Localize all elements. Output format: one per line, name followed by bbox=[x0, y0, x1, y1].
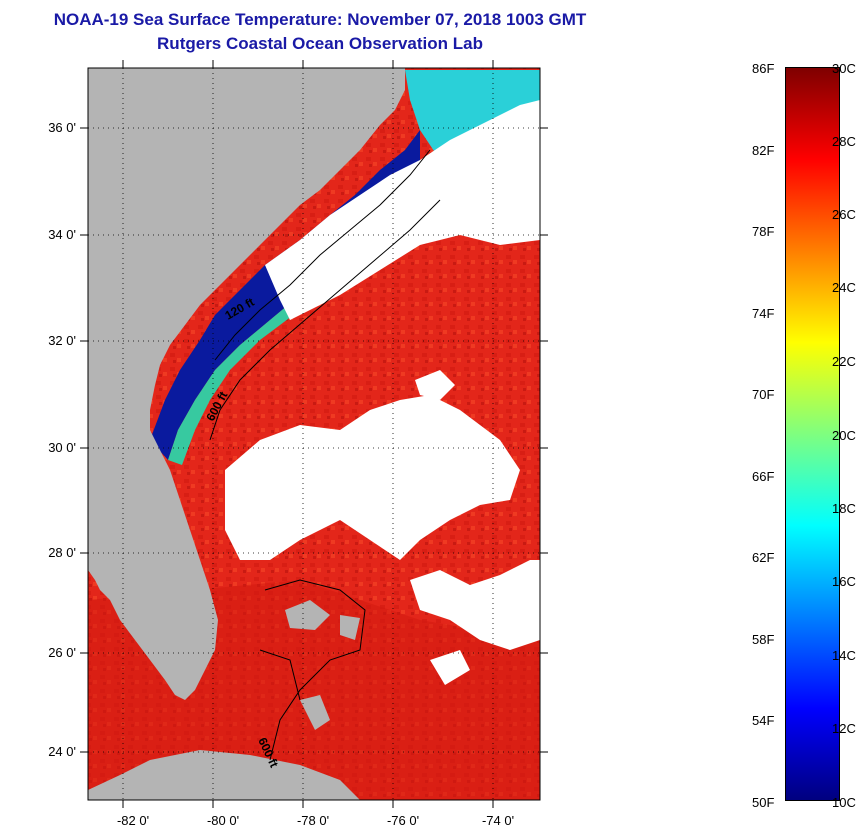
map-subtitle: Rutgers Coastal Ocean Observation Lab bbox=[157, 34, 483, 53]
land-bahamas-3 bbox=[300, 695, 330, 730]
colorbar-f-label: 58F bbox=[752, 632, 775, 647]
colorbar-f-label: 66F bbox=[752, 469, 775, 484]
map-frame bbox=[87, 67, 541, 801]
colorbar-f-label: 62F bbox=[752, 550, 775, 565]
land-cuba bbox=[88, 750, 360, 800]
colorbar-c-label: 14C bbox=[832, 648, 856, 663]
colorbar-c-label: 22C bbox=[832, 354, 856, 369]
colorbar-c-label: 20C bbox=[832, 428, 856, 443]
land-bahamas-2 bbox=[340, 615, 360, 640]
lon-tick-label: -74 0' bbox=[482, 813, 514, 828]
colorbar-c-label: 24C bbox=[832, 280, 856, 295]
lon-tick-label: -82 0' bbox=[117, 813, 149, 828]
longitude-axis: -82 0' -80 0' -78 0' -76 0' -74 0' bbox=[117, 60, 514, 828]
colorbar-f-label: 82F bbox=[752, 143, 775, 158]
cloud-small-1 bbox=[415, 370, 455, 400]
colorbar-c-label: 16C bbox=[832, 574, 856, 589]
cloud-east bbox=[410, 560, 540, 650]
cloud-north bbox=[265, 100, 540, 320]
colorbar-f-label: 70F bbox=[752, 387, 775, 402]
lat-tick-label: 36 0' bbox=[48, 120, 76, 135]
contour-120ft bbox=[214, 149, 431, 361]
cool-water-north bbox=[405, 70, 540, 160]
cloud-center bbox=[225, 395, 520, 560]
lat-tick-label: 24 0' bbox=[48, 744, 76, 759]
lat-tick-label: 26 0' bbox=[48, 645, 76, 660]
lat-tick-label: 28 0' bbox=[48, 545, 76, 560]
colorbar-c-label: 10C bbox=[832, 795, 856, 810]
lat-tick-label: 30 0' bbox=[48, 440, 76, 455]
cloud-small-2 bbox=[430, 650, 470, 685]
graticule bbox=[88, 68, 540, 800]
colorbar-c-label: 12C bbox=[832, 721, 856, 736]
colorbar-c-label: 26C bbox=[832, 207, 856, 222]
contour-bahamas bbox=[259, 579, 366, 761]
colorbar-f-label: 54F bbox=[752, 713, 775, 728]
latitude-axis: 36 0' 34 0' 32 0' 30 0' 28 0' 26 0' 24 0… bbox=[48, 120, 548, 759]
lat-tick-label: 32 0' bbox=[48, 333, 76, 348]
map-title: NOAA-19 Sea Surface Temperature: Novembe… bbox=[53, 10, 587, 29]
colorbar-c-label: 18C bbox=[832, 501, 856, 516]
land-bahamas-1 bbox=[285, 600, 330, 630]
lon-tick-label: -78 0' bbox=[297, 813, 329, 828]
lat-tick-label: 34 0' bbox=[48, 227, 76, 242]
colorbar-f-label: 74F bbox=[752, 306, 775, 321]
map-plot-area bbox=[88, 68, 540, 800]
colorbar-c-label: 28C bbox=[832, 134, 856, 149]
contour-600ft bbox=[209, 199, 441, 441]
colorbar-f-label: 50F bbox=[752, 795, 775, 810]
lon-tick-label: -80 0' bbox=[207, 813, 239, 828]
colorbar-f-label: 78F bbox=[752, 224, 775, 239]
land-southeast-us bbox=[88, 68, 405, 700]
colorbar-c-label: 30C bbox=[832, 61, 856, 76]
temperature-colorbar bbox=[785, 67, 840, 801]
lon-tick-label: -76 0' bbox=[387, 813, 419, 828]
colorbar-f-label: 86F bbox=[752, 61, 775, 76]
